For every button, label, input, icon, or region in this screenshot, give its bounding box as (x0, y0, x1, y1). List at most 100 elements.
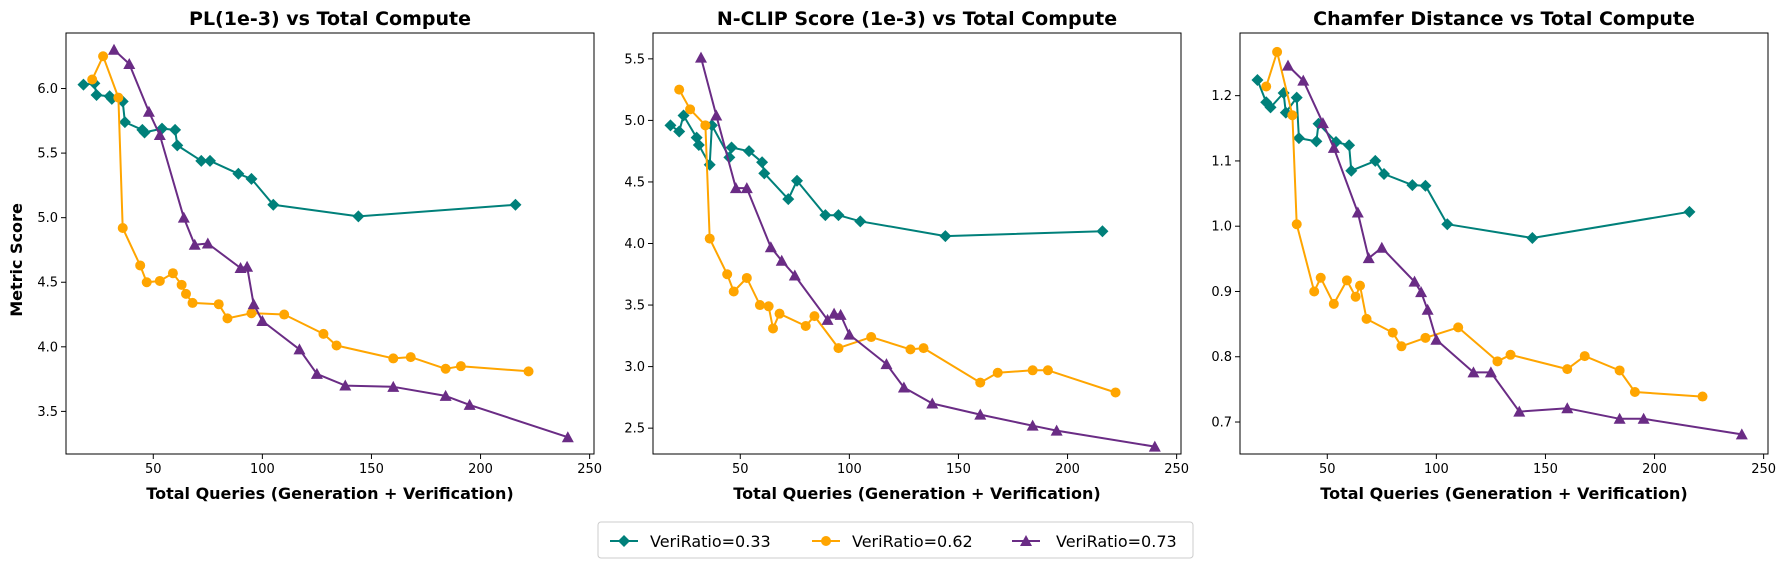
data-point-triangle (1484, 366, 1497, 378)
data-point-circle (866, 332, 877, 343)
x-tick-label: 50 (145, 462, 162, 477)
data-point-diamond (1419, 179, 1432, 192)
data-point-triangle (387, 380, 400, 392)
data-point-diamond (1292, 132, 1305, 145)
data-point-diamond (1526, 231, 1539, 244)
plot-frame (65, 32, 595, 455)
data-point-triangle (1561, 402, 1574, 414)
plot-frame (652, 32, 1182, 455)
data-point-triangle (201, 237, 214, 249)
data-point-triangle (1421, 303, 1434, 315)
data-point-diamond (1369, 154, 1382, 167)
data-point-circle (167, 268, 178, 279)
data-point-diamond (692, 139, 705, 152)
x-tick-label: 200 (1055, 462, 1080, 477)
panel-chamfer-vs-compute: Chamfer Distance vs Total Compute Total … (1211, 8, 1776, 503)
data-point-diamond (756, 156, 769, 169)
x-tick-label: 100 (837, 462, 862, 477)
y-tick-label: 0.7 (1211, 416, 1232, 431)
data-point-circle (135, 260, 146, 271)
data-point-triangle (142, 105, 155, 117)
x-tick-label: 200 (1642, 462, 1667, 477)
data-point-diamond (118, 116, 131, 129)
data-point-circle (117, 223, 128, 234)
data-point-triangle (188, 238, 201, 250)
panel-title: PL(1e-3) vs Total Compute (189, 8, 471, 30)
data-point-diamond (819, 209, 832, 222)
data-point-triangle (247, 298, 260, 310)
data-point-circle (246, 308, 257, 319)
series-line (678, 89, 1116, 394)
data-point-triangle (1026, 419, 1039, 431)
y-axis-label: Metric Score (7, 203, 26, 317)
data-point-triangle (740, 182, 753, 194)
data-point-diamond (1264, 101, 1277, 114)
panel-pl-vs-compute: PL(1e-3) vs Total Compute Total Queries … (7, 8, 602, 503)
x-tick-label: 50 (1319, 462, 1336, 477)
data-point-triangle (256, 314, 269, 326)
legend-label: VeriRatio=0.33 (650, 532, 771, 551)
data-point-circle (1328, 298, 1339, 309)
legend-circle-marker (821, 536, 831, 546)
data-point-circle (741, 272, 752, 283)
data-point-triangle (695, 51, 707, 63)
data-point-circle (222, 313, 233, 324)
data-point-diamond (664, 119, 677, 132)
data-point-triangle (1637, 412, 1650, 424)
data-point-circle (113, 92, 124, 103)
data-point-diamond (352, 210, 365, 223)
data-point-diamond (854, 215, 867, 228)
data-point-circle (768, 323, 778, 334)
data-point-circle (154, 275, 165, 286)
y-tick-label: 4.5 (37, 276, 58, 291)
data-point-diamond (245, 172, 258, 185)
data-point-triangle (1467, 366, 1480, 378)
data-point-triangle (1316, 117, 1329, 129)
data-point-diamond (1310, 135, 1323, 148)
y-tick-label: 4.0 (37, 340, 58, 355)
data-point-circle (704, 233, 715, 244)
data-point-circle (279, 309, 290, 320)
data-point-diamond (267, 198, 280, 211)
data-point-diamond (1683, 205, 1696, 218)
data-point-diamond (743, 145, 755, 158)
data-point-triangle (1408, 275, 1421, 287)
data-point-diamond (1441, 218, 1454, 231)
data-point-diamond (758, 167, 771, 180)
data-point-diamond (782, 193, 795, 206)
x-tick-label: 250 (577, 462, 602, 477)
x-tick-label: 100 (1424, 462, 1449, 477)
data-point-triangle (339, 379, 352, 391)
data-point-circle (905, 344, 916, 355)
x-tick-label: 250 (1164, 462, 1189, 477)
data-point-circle (331, 340, 342, 351)
data-point-circle (722, 269, 733, 280)
data-point-circle (440, 363, 451, 374)
data-point-diamond (171, 139, 184, 152)
y-tick-label: 3.0 (624, 360, 645, 375)
y-tick-label: 3.5 (37, 405, 58, 420)
data-point-circle (1361, 313, 1372, 324)
data-point-triangle (108, 43, 120, 55)
data-point-diamond (673, 125, 686, 138)
data-point-diamond (1343, 139, 1356, 152)
data-point-triangle (1362, 252, 1375, 264)
data-point-circle (1341, 275, 1352, 286)
y-tick-label: 5.5 (624, 52, 645, 67)
data-point-circle (1350, 291, 1361, 302)
data-point-diamond (1251, 73, 1264, 86)
data-point-circle (918, 343, 929, 354)
data-point-triangle (1297, 74, 1310, 86)
legend-diamond-marker (618, 535, 630, 547)
data-point-circle (700, 120, 711, 131)
x-tick-label: 150 (1533, 462, 1558, 477)
legend-label: VeriRatio=0.62 (852, 532, 973, 551)
series-line (1287, 64, 1742, 436)
data-point-circle (523, 366, 534, 377)
data-point-circle (1027, 365, 1038, 376)
x-tick-label: 100 (250, 462, 275, 477)
x-axis-label: Total Queries (Generation + Verification… (146, 484, 513, 503)
data-point-circle (1272, 46, 1283, 57)
y-tick-label: 0.8 (1211, 350, 1232, 365)
y-tick-label: 1.0 (1211, 220, 1232, 235)
